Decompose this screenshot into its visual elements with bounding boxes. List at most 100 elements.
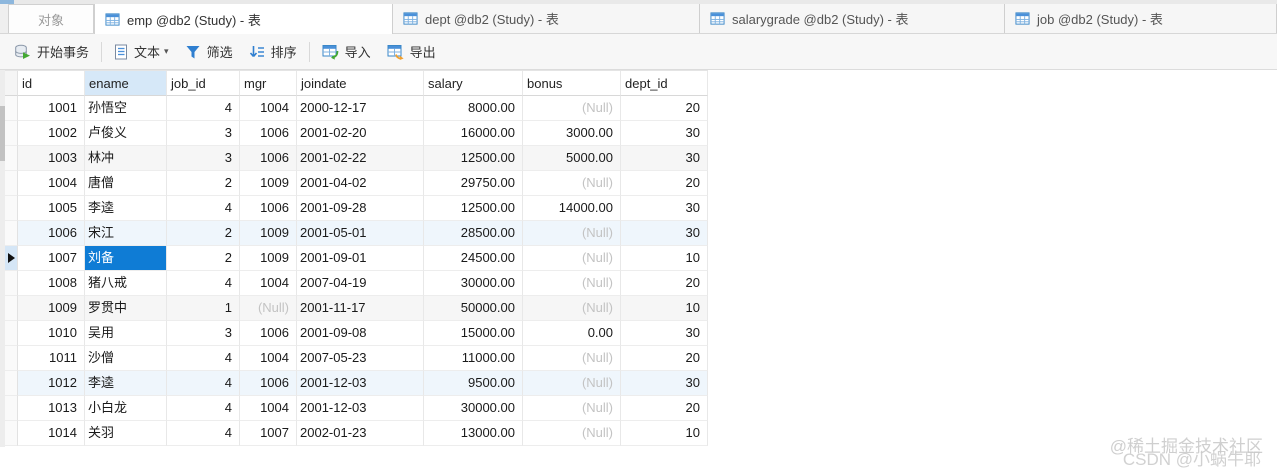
cell-joindate[interactable]: 2001-09-08 <box>297 321 424 346</box>
cell-dept_id[interactable]: 30 <box>621 121 708 146</box>
cell-id[interactable]: 1008 <box>18 271 85 296</box>
tab-salarygrade-table[interactable]: salarygrade @db2 (Study) - 表 <box>700 4 1005 33</box>
cell-job_id[interactable]: 3 <box>167 146 240 171</box>
cell-salary[interactable]: 28500.00 <box>424 221 523 246</box>
cell-salary[interactable]: 24500.00 <box>424 246 523 271</box>
left-scroll-strip[interactable] <box>0 70 5 447</box>
row-gutter[interactable] <box>5 371 18 396</box>
cell-bonus[interactable]: (Null) <box>523 371 621 396</box>
cell-job_id[interactable]: 1 <box>167 296 240 321</box>
cell-mgr[interactable]: 1009 <box>240 246 297 271</box>
cell-ename[interactable]: 吴用 <box>85 321 167 346</box>
column-header-bonus[interactable]: bonus <box>523 71 621 96</box>
current-row-marker[interactable] <box>5 246 18 271</box>
cell-id[interactable]: 1012 <box>18 371 85 396</box>
cell-id[interactable]: 1007 <box>18 246 85 271</box>
cell-dept_id[interactable]: 20 <box>621 346 708 371</box>
row-gutter[interactable] <box>5 396 18 421</box>
import-button[interactable]: 导入 <box>314 39 379 65</box>
tab-job-table[interactable]: job @db2 (Study) - 表 <box>1005 4 1277 33</box>
cell-job_id[interactable]: 4 <box>167 196 240 221</box>
cell-mgr[interactable]: 1006 <box>240 371 297 396</box>
row-gutter[interactable] <box>5 421 18 446</box>
cell-bonus[interactable]: 14000.00 <box>523 196 621 221</box>
cell-mgr[interactable]: 1004 <box>240 96 297 121</box>
cell-job_id[interactable]: 3 <box>167 321 240 346</box>
cell-dept_id[interactable]: 30 <box>621 221 708 246</box>
cell-ename[interactable]: 罗贯中 <box>85 296 167 321</box>
cell-ename[interactable]: 小白龙 <box>85 396 167 421</box>
cell-job_id[interactable]: 4 <box>167 421 240 446</box>
column-header-salary[interactable]: salary <box>424 71 523 96</box>
cell-dept_id[interactable]: 20 <box>621 171 708 196</box>
column-header-mgr[interactable]: mgr <box>240 71 297 96</box>
cell-id[interactable]: 1011 <box>18 346 85 371</box>
tab-objects[interactable]: 对象 <box>8 4 94 33</box>
cell-mgr[interactable]: 1004 <box>240 396 297 421</box>
cell-job_id[interactable]: 4 <box>167 96 240 121</box>
cell-joindate[interactable]: 2001-12-03 <box>297 396 424 421</box>
cell-joindate[interactable]: 2001-04-02 <box>297 171 424 196</box>
column-header-job_id[interactable]: job_id <box>167 71 240 96</box>
cell-salary[interactable]: 11000.00 <box>424 346 523 371</box>
cell-id[interactable]: 1013 <box>18 396 85 421</box>
cell-bonus[interactable]: 3000.00 <box>523 121 621 146</box>
cell-dept_id[interactable]: 30 <box>621 146 708 171</box>
cell-mgr[interactable]: 1006 <box>240 121 297 146</box>
cell-salary[interactable]: 12500.00 <box>424 146 523 171</box>
row-gutter[interactable] <box>5 296 18 321</box>
cell-job_id[interactable]: 2 <box>167 246 240 271</box>
row-gutter[interactable] <box>5 221 18 246</box>
cell-salary[interactable]: 8000.00 <box>424 96 523 121</box>
cell-job_id[interactable]: 4 <box>167 271 240 296</box>
cell-joindate[interactable]: 2001-02-20 <box>297 121 424 146</box>
begin-transaction-button[interactable]: 开始事务 <box>6 39 97 65</box>
cell-ename[interactable]: 沙僧 <box>85 346 167 371</box>
cell-ename[interactable]: 李逵 <box>85 371 167 396</box>
cell-dept_id[interactable]: 10 <box>621 421 708 446</box>
cell-salary[interactable]: 16000.00 <box>424 121 523 146</box>
text-view-button[interactable]: 文本 ▾ <box>106 39 177 65</box>
cell-mgr[interactable]: 1007 <box>240 421 297 446</box>
cell-bonus[interactable]: 5000.00 <box>523 146 621 171</box>
cell-salary[interactable]: 15000.00 <box>424 321 523 346</box>
cell-id[interactable]: 1002 <box>18 121 85 146</box>
row-gutter[interactable] <box>5 146 18 171</box>
cell-job_id[interactable]: 4 <box>167 371 240 396</box>
cell-salary[interactable]: 50000.00 <box>424 296 523 321</box>
cell-job_id[interactable]: 2 <box>167 171 240 196</box>
cell-ename[interactable]: 猪八戒 <box>85 271 167 296</box>
cell-bonus[interactable]: (Null) <box>523 346 621 371</box>
cell-bonus[interactable]: (Null) <box>523 171 621 196</box>
cell-salary[interactable]: 12500.00 <box>424 196 523 221</box>
cell-id[interactable]: 1003 <box>18 146 85 171</box>
cell-bonus[interactable]: (Null) <box>523 246 621 271</box>
cell-dept_id[interactable]: 30 <box>621 321 708 346</box>
cell-mgr[interactable]: 1006 <box>240 321 297 346</box>
cell-joindate[interactable]: 2001-05-01 <box>297 221 424 246</box>
cell-id[interactable]: 1001 <box>18 96 85 121</box>
cell-id[interactable]: 1005 <box>18 196 85 221</box>
cell-id[interactable]: 1009 <box>18 296 85 321</box>
cell-joindate[interactable]: 2001-12-03 <box>297 371 424 396</box>
column-header-joindate[interactable]: joindate <box>297 71 424 96</box>
cell-mgr[interactable]: 1004 <box>240 271 297 296</box>
cell-mgr[interactable]: (Null) <box>240 296 297 321</box>
cell-joindate[interactable]: 2001-09-28 <box>297 196 424 221</box>
filter-button[interactable]: 筛选 <box>177 39 241 65</box>
cell-bonus[interactable]: (Null) <box>523 271 621 296</box>
cell-salary[interactable]: 13000.00 <box>424 421 523 446</box>
cell-id[interactable]: 1006 <box>18 221 85 246</box>
cell-bonus[interactable]: (Null) <box>523 421 621 446</box>
cell-ename[interactable]: 孙悟空 <box>85 96 167 121</box>
row-gutter-header[interactable] <box>5 71 18 96</box>
cell-mgr[interactable]: 1009 <box>240 171 297 196</box>
row-gutter[interactable] <box>5 321 18 346</box>
cell-mgr[interactable]: 1004 <box>240 346 297 371</box>
cell-id[interactable]: 1014 <box>18 421 85 446</box>
cell-dept_id[interactable]: 20 <box>621 96 708 121</box>
cell-joindate[interactable]: 2002-01-23 <box>297 421 424 446</box>
row-gutter[interactable] <box>5 121 18 146</box>
cell-job_id[interactable]: 4 <box>167 346 240 371</box>
cell-salary[interactable]: 30000.00 <box>424 396 523 421</box>
